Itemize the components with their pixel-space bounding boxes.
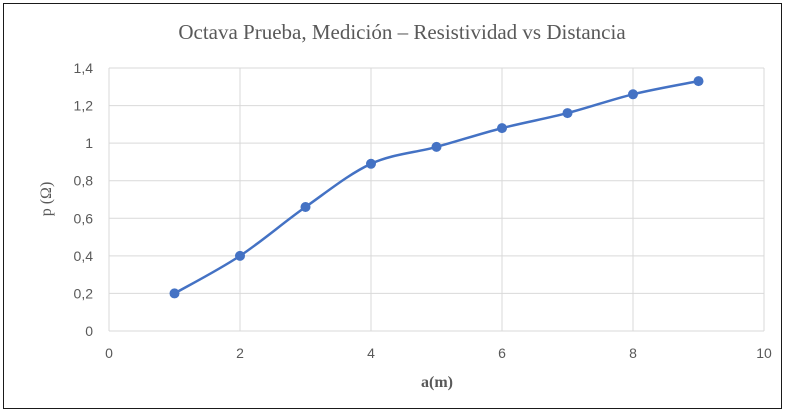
y-tick-label: 0,4: [74, 248, 94, 264]
data-point: [366, 158, 376, 169]
x-tick-label: 10: [756, 345, 772, 361]
x-tick-label: 8: [629, 345, 637, 361]
axes: [108, 68, 764, 332]
x-axis-label: a(m): [421, 374, 453, 391]
data-point: [628, 89, 638, 100]
x-tick-label: 4: [367, 345, 375, 361]
data-point: [300, 202, 311, 213]
grid-lines: [109, 67, 765, 331]
data-point: [497, 123, 507, 134]
chart-title: Octava Prueba, Medición – Resistividad v…: [178, 20, 626, 44]
x-tick-label: 0: [105, 345, 113, 361]
data-point: [169, 288, 180, 299]
y-tick-label: 1,4: [74, 60, 94, 76]
y-tick-label: 1,2: [74, 98, 94, 114]
x-tick-label: 2: [236, 345, 244, 361]
y-tick-label: 0,6: [74, 210, 94, 226]
data-point: [235, 250, 245, 261]
y-axis-label: p (Ω): [38, 182, 55, 217]
x-tick-label: 6: [498, 345, 506, 361]
data-point: [431, 141, 442, 152]
y-tick-label: 0,2: [74, 285, 94, 301]
chart-frame: [3, 3, 782, 409]
series-line: [173, 79, 699, 295]
data-point: [693, 76, 704, 87]
y-tick-label: 0,8: [74, 173, 94, 189]
data-series: [169, 76, 704, 299]
tick-labels: 0 0,2 0,4 0,6 0,8 1 1,2 1,4 0 2 4 6 8 10: [74, 60, 772, 361]
y-tick-label: 1: [85, 135, 93, 151]
data-point: [562, 108, 573, 119]
y-tick-label: 0: [85, 323, 93, 339]
